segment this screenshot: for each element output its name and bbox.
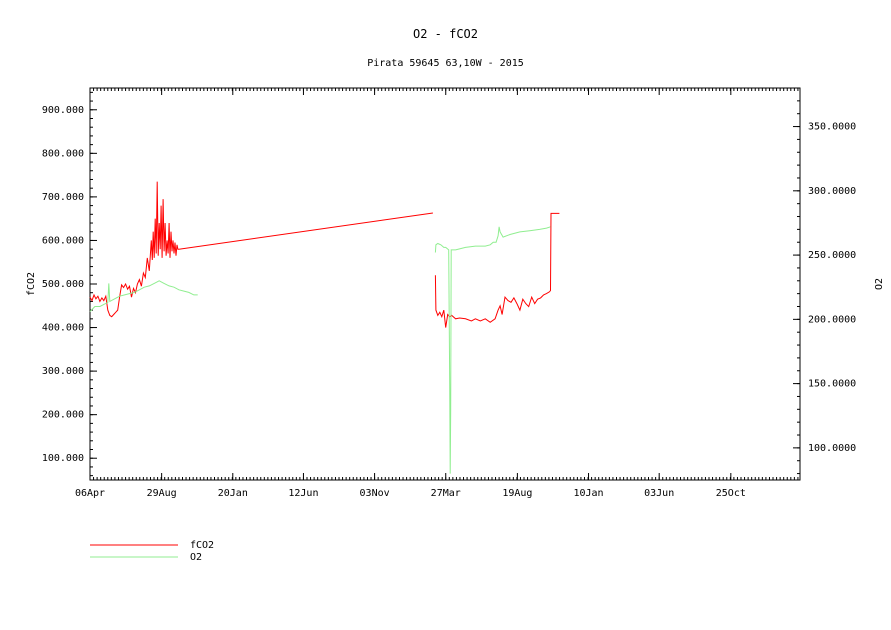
y-axis-label-right: O2 [874, 278, 885, 290]
y-left-tick-label: 500.000 [42, 279, 84, 290]
y-right-tick-label: 250.0000 [808, 250, 856, 261]
y-left-tick-label: 400.000 [42, 323, 84, 334]
x-tick-label: 10Jan [573, 488, 603, 499]
chart-subtitle: Pirata 59645 63,10W - 2015 [367, 58, 524, 69]
x-tick-label: 12Jun [288, 488, 318, 499]
y-left-tick-label: 900.000 [42, 105, 84, 116]
x-tick-label: 03Jun [644, 488, 674, 499]
y-right-tick-label: 350.0000 [808, 122, 856, 133]
y-left-tick-label: 300.000 [42, 366, 84, 377]
x-tick-label: 19Aug [502, 488, 532, 499]
plot-area-frame [89, 87, 801, 481]
chart-title: O2 - fCO2 [412, 27, 479, 41]
legend-label-o2: O2 [190, 552, 202, 563]
y-axis-label-left: fCO2 [26, 272, 37, 296]
x-tick-label: 03Nov [360, 488, 390, 499]
x-tick-label: 27Mar [431, 488, 461, 499]
series-line-o2 [89, 226, 551, 474]
legend: fCO2 O2 [90, 540, 214, 563]
x-tick-label: 06Apr [75, 488, 105, 499]
x-tick-label: 25Oct [716, 488, 746, 499]
y-right-tick-label: 200.0000 [808, 314, 856, 325]
x-tick-label: 29Aug [147, 488, 177, 499]
y-left-tick-label: 800.000 [42, 148, 84, 159]
x-tick-label: 20Jan [218, 488, 248, 499]
axis-ticks: 06Apr 29Aug 20Jan 12Jun 03Nov 27Mar 19Aug 10Jan… [42, 87, 856, 499]
y-right-tick-label: 300.0000 [808, 186, 856, 197]
y-left-tick-label: 700.000 [42, 192, 84, 203]
series-line-fco2 [89, 181, 560, 328]
y-right-tick-label: 100.0000 [808, 443, 856, 454]
y-left-tick-label: 200.000 [42, 410, 84, 421]
series-layer [89, 181, 560, 474]
y-left-tick-label: 600.000 [42, 235, 84, 246]
y-left-tick-label: 100.000 [42, 453, 84, 464]
legend-label-fco2: fCO2 [190, 540, 214, 551]
y-right-tick-label: 150.0000 [808, 379, 856, 390]
